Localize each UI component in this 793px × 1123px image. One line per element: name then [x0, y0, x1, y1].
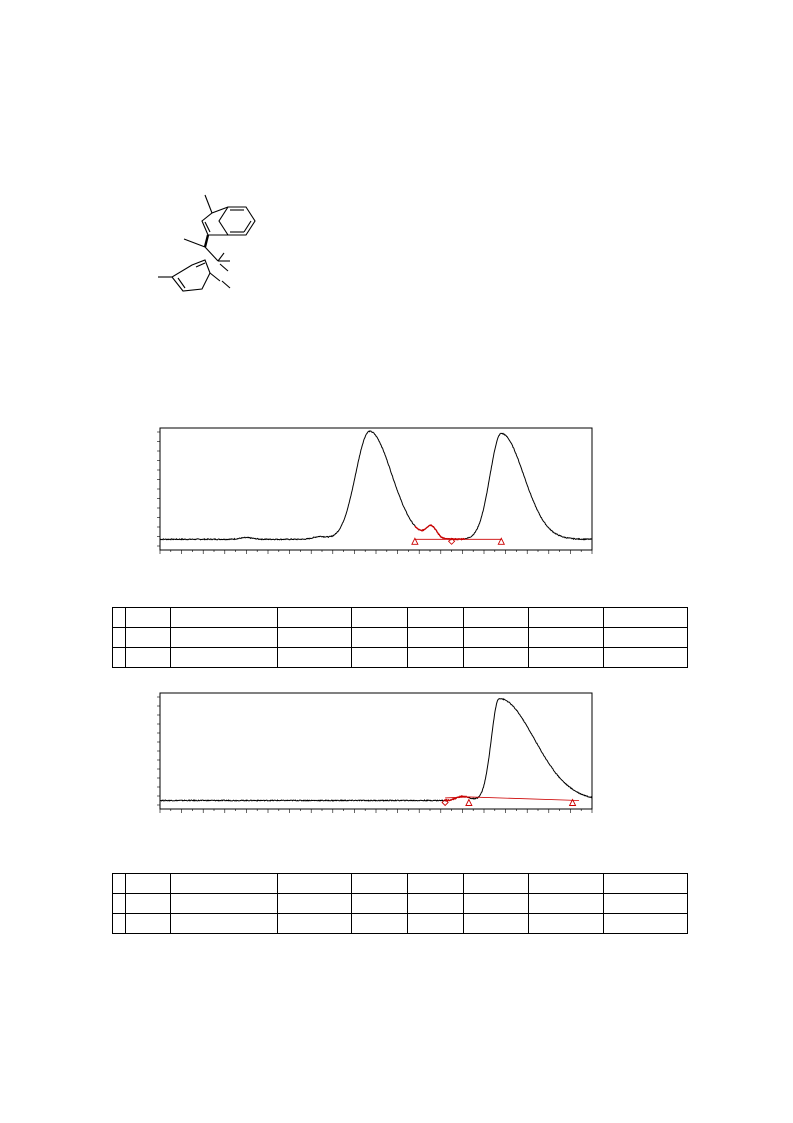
table-cell — [407, 607, 464, 628]
table-cell — [125, 647, 171, 668]
chemical-structure — [158, 194, 256, 292]
table-cell — [528, 627, 604, 648]
table-cell — [351, 607, 408, 628]
table-cell — [277, 627, 352, 648]
table-cell — [407, 893, 464, 914]
table-cell — [125, 893, 171, 914]
chromatogram-2-yticks — [157, 696, 160, 806]
aryl-ring — [171, 259, 211, 292]
peak-table-1 — [112, 607, 688, 668]
table-cell — [125, 873, 171, 894]
indole-benzene-ring — [218, 206, 256, 236]
integration-diamond-marker — [447, 537, 456, 545]
integration-diamond-marker — [441, 798, 449, 807]
chromatogram-2-trace — [159, 697, 592, 802]
table-cell — [603, 627, 688, 648]
table-cell — [603, 893, 688, 914]
table-cell — [463, 647, 529, 668]
table-cell — [603, 873, 688, 894]
table-cell — [170, 647, 278, 668]
chromatogram-1-markers — [411, 537, 506, 545]
chromatogram-1-trace — [159, 430, 593, 541]
table-cell — [528, 607, 604, 628]
chromatogram-2 — [157, 692, 593, 813]
table-cell — [351, 893, 408, 914]
indole-pyrrole-ring — [201, 206, 229, 236]
table-cell — [528, 873, 604, 894]
chromatogram-1-xticks — [159, 550, 593, 554]
table-cell — [351, 647, 408, 668]
table-cell — [277, 893, 352, 914]
table-cell — [351, 627, 408, 648]
table-cell — [170, 893, 278, 914]
integration-triangle-marker — [465, 798, 473, 806]
table-cell — [112, 627, 126, 648]
integration-triangle-marker — [411, 537, 419, 545]
chromatogram-2-baseline — [445, 796, 580, 801]
table-cell — [407, 647, 464, 668]
table-cell — [351, 873, 408, 894]
table-cell — [170, 873, 278, 894]
table-row — [112, 913, 688, 934]
table-row — [112, 607, 688, 628]
table-cell — [125, 627, 171, 648]
table-cell — [528, 913, 604, 934]
chromatogram-1 — [157, 427, 593, 554]
table-cell — [125, 913, 171, 934]
table-cell — [463, 913, 529, 934]
table-cell — [170, 607, 278, 628]
chromatogram-2-xticks — [159, 809, 593, 813]
table-cell — [463, 607, 529, 628]
table-row — [112, 893, 688, 914]
integration-triangle-marker — [568, 798, 577, 806]
table-cell — [277, 607, 352, 628]
chromatogram-2-markers — [441, 798, 577, 807]
table-cell — [407, 913, 464, 934]
table-cell — [112, 647, 126, 668]
table-cell — [112, 873, 126, 894]
table-row — [112, 873, 688, 894]
table-cell — [463, 893, 529, 914]
table-cell — [112, 607, 126, 628]
table-cell — [603, 647, 688, 668]
chromatogram-2-frame — [159, 692, 593, 810]
chromatogram-1-frame — [159, 427, 593, 551]
table-cell — [112, 913, 126, 934]
table-row — [112, 627, 688, 648]
table-cell — [277, 647, 352, 668]
table-cell — [528, 647, 604, 668]
peak-table-2 — [112, 873, 688, 934]
integration-triangle-marker — [497, 537, 506, 545]
table-row — [112, 647, 688, 668]
table-cell — [463, 627, 529, 648]
table-cell — [112, 893, 126, 914]
table-cell — [463, 873, 529, 894]
table-cell — [277, 873, 352, 894]
table-cell — [125, 607, 171, 628]
table-cell — [407, 627, 464, 648]
table-cell — [603, 913, 688, 934]
table-cell — [170, 627, 278, 648]
table-cell — [528, 893, 604, 914]
chromatogram-1-integrated-peak — [414, 524, 465, 541]
table-cell — [407, 873, 464, 894]
chromatogram-1-yticks — [157, 431, 160, 547]
table-cell — [170, 913, 278, 934]
table-cell — [277, 913, 352, 934]
table-cell — [351, 913, 408, 934]
table-cell — [603, 607, 688, 628]
